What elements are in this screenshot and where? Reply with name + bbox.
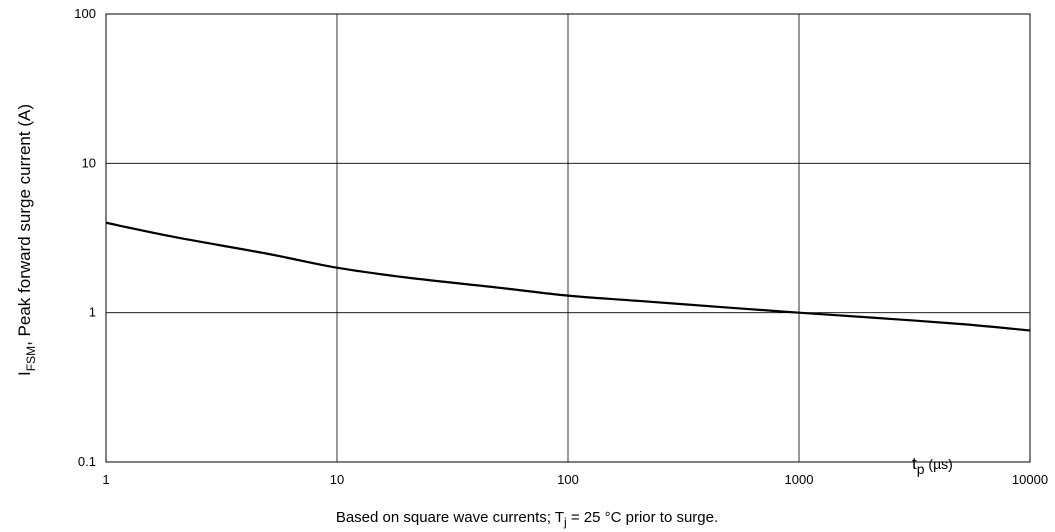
x-axis-ticks: 1 10 100 1000 10000: [102, 472, 1048, 487]
x-tick-label-4: 10000: [1012, 472, 1048, 487]
x-tick-label-0: 1: [102, 472, 109, 487]
y-axis-label: IFSM, Peak forward surge current (A): [15, 104, 38, 376]
y-tick-label-2: 10: [82, 155, 96, 170]
y-tick-label-1: 1: [89, 305, 96, 320]
grid: [105, 13, 1031, 463]
x-tick-label-3: 1000: [785, 472, 814, 487]
y-tick-label-3: 100: [74, 6, 96, 21]
series-group: [105, 221, 1031, 332]
series-line-0: [105, 221, 1031, 332]
y-axis-label-rest: , Peak forward surge current (A): [15, 104, 34, 346]
y-axis-ticks: 0.1 1 10 100: [74, 6, 96, 469]
caption-after: = 25 °C prior to surge.: [567, 509, 719, 526]
x-tick-label-2: 100: [557, 472, 579, 487]
x-axis-label-main: t: [912, 454, 917, 473]
x-axis-label: tp (µs): [912, 454, 953, 477]
y-tick-label-0: 0.1: [78, 454, 96, 469]
caption-before: Based on square wave currents; T: [336, 509, 564, 526]
caption: Based on square wave currents; Tj = 25 °…: [336, 509, 718, 529]
y-axis-label-main: I: [15, 371, 34, 376]
x-tick-label-1: 10: [330, 472, 344, 487]
x-axis-label-sub: p: [917, 461, 925, 477]
x-axis-label-unit: (µs): [925, 456, 953, 472]
plot-frame: [105, 13, 1031, 463]
y-axis-label-sub: FSM: [24, 346, 38, 371]
caption-sub: j: [563, 515, 567, 529]
